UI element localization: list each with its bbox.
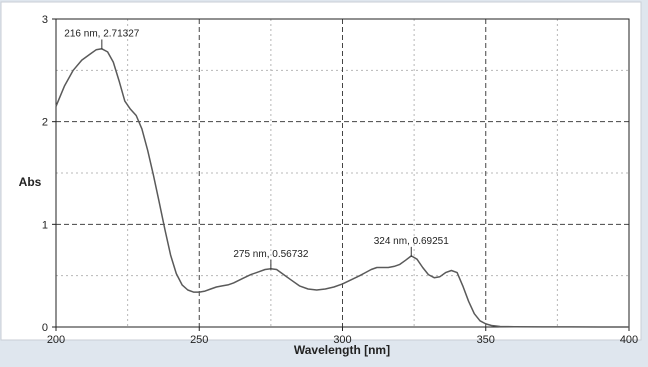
plot-area bbox=[0, 1, 642, 341]
x-tick-label: 250 bbox=[190, 334, 208, 346]
y-tick-label: 0 bbox=[42, 322, 48, 334]
peak-annotation-label: 324 nm, 0.69251 bbox=[374, 236, 449, 247]
series-line bbox=[55, 48, 629, 328]
x-tick-label: 300 bbox=[333, 334, 351, 346]
x-axis-label: Wavelength [nm] bbox=[294, 343, 390, 357]
peak-annotation-label: 216 nm, 2.71327 bbox=[64, 28, 139, 39]
peak-annotation-label: 275 nm, 0.56732 bbox=[233, 249, 308, 260]
x-tick-label: 350 bbox=[477, 334, 495, 346]
y-tick-label: 2 bbox=[42, 117, 48, 129]
axis-ticks: 200 250 300 350 400 0 1 2 3 bbox=[42, 14, 638, 346]
x-tick-label: 200 bbox=[47, 334, 65, 346]
y-tick-label: 1 bbox=[42, 219, 48, 231]
y-tick-label: 3 bbox=[42, 14, 48, 26]
grid bbox=[56, 19, 629, 327]
x-tick-label: 400 bbox=[620, 334, 638, 346]
y-axis-label: Abs bbox=[19, 175, 42, 189]
peak-annotations: 216 nm, 2.71327 275 nm, 0.56732 324 nm, 0.… bbox=[64, 28, 449, 270]
